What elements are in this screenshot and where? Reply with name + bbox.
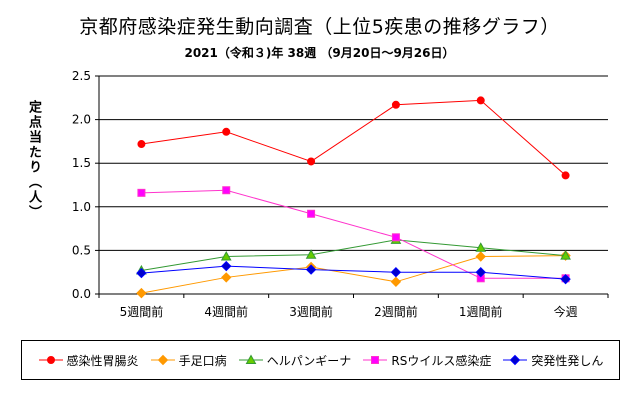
legend: 感染性胃腸炎 手足口病 ヘルパンギーナ RSウイルス感染症 突発性発しん [21,340,620,380]
data-point [307,209,316,218]
data-point [560,273,571,285]
series-line-3 [141,239,566,271]
x-tick-label: 4週間前 [204,304,248,319]
legend-item: RSウイルス感染症 [362,352,491,369]
legend-marker [157,354,168,366]
legend-marker [46,356,55,364]
legend-item: 突発性発しん [502,352,603,369]
legend-item: ヘルパンギーナ [238,352,352,369]
legend-swatch [150,354,175,366]
chart-subtitle: 2021（令和３)年 38週 （9月20日～9月26日） [184,46,455,60]
y-axis-label: 定点当たり（人） [26,100,41,220]
data-point [391,100,400,109]
data-point [390,266,402,278]
y-tick-label: 1.0 [72,200,91,214]
data-point [475,266,486,278]
legend-label: RSウイルス感染症 [391,353,492,368]
legend-item: 手足口病 [150,352,227,369]
data-point [220,250,232,261]
legend-swatch [363,356,388,364]
series-line-5 [141,265,566,280]
data-point [136,287,147,299]
data-point [476,96,485,105]
series-line-2 [141,255,566,294]
legend-swatch [238,354,263,364]
x-tick-label: 1週間前 [459,304,503,319]
data-point [222,127,231,136]
y-tick-label: 0.0 [72,287,91,301]
data-point [305,249,317,259]
data-point [307,157,316,166]
data-point [560,250,571,260]
legend-label: 突発性発しん [531,353,604,368]
data-point [475,251,486,262]
y-tick-label: 2.0 [72,113,91,127]
data-point [390,276,402,287]
data-point [391,233,400,242]
data-point [221,260,232,272]
y-tick-label: 1.5 [72,156,91,170]
series-line-1 [141,99,566,176]
legend-item: 感染性胃腸炎 [38,352,139,369]
x-tick-label: 3週間前 [289,304,333,319]
legend-label: ヘルパンギーナ [266,353,352,368]
legend-marker [245,354,257,364]
chart-title: 京都府感染症発生動向調査（上位5疾患の推移グラフ） [79,16,560,38]
data-point [137,188,146,197]
data-point [222,186,231,195]
y-tick-label: 0.5 [72,243,91,257]
legend-swatch [38,356,63,364]
x-tick-label: 2週間前 [374,304,418,319]
series-line-4 [141,189,566,279]
legend-marker [371,356,380,364]
data-point [305,264,317,275]
data-point [221,272,232,283]
legend-swatch [503,354,528,366]
x-tick-label: 今週 [554,304,578,319]
legend-label: 手足口病 [178,353,227,368]
data-point [137,140,146,149]
x-tick-label: 5週間前 [120,304,164,319]
data-point [136,267,147,279]
data-point [561,171,570,180]
y-tick-label: 2.5 [72,69,91,83]
legend-marker [510,354,521,366]
data-point [475,242,487,252]
legend-label: 感染性胃腸炎 [66,353,139,368]
